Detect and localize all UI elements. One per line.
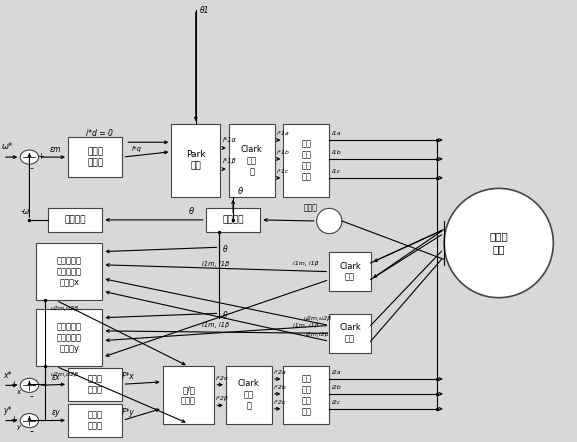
Text: εy: εy bbox=[51, 408, 60, 417]
Text: F*x: F*x bbox=[122, 372, 134, 381]
Text: i*1b: i*1b bbox=[276, 150, 289, 155]
Text: i*1β: i*1β bbox=[223, 158, 237, 164]
Text: 电流
跟踪
型逆
变器: 电流 跟踪 型逆 变器 bbox=[301, 139, 312, 182]
Text: -: - bbox=[30, 391, 33, 401]
Circle shape bbox=[20, 378, 39, 392]
Text: F*y: F*y bbox=[122, 408, 134, 417]
Text: i2b: i2b bbox=[332, 385, 342, 390]
Text: 位移环
控制器: 位移环 控制器 bbox=[88, 410, 103, 431]
Text: x*: x* bbox=[3, 371, 12, 380]
FancyBboxPatch shape bbox=[36, 243, 102, 300]
Text: i1a: i1a bbox=[332, 131, 342, 136]
Text: 力/电
流转换: 力/电 流转换 bbox=[181, 385, 196, 405]
Text: i*2b: i*2b bbox=[273, 385, 286, 390]
FancyBboxPatch shape bbox=[68, 137, 122, 177]
FancyBboxPatch shape bbox=[163, 366, 215, 424]
Circle shape bbox=[20, 150, 39, 164]
Text: i1b: i1b bbox=[332, 150, 342, 155]
Text: θ: θ bbox=[237, 187, 242, 196]
Text: i1m, i1β: i1m, i1β bbox=[202, 322, 230, 328]
Text: u2m,u2β: u2m,u2β bbox=[51, 372, 79, 377]
FancyBboxPatch shape bbox=[48, 208, 102, 232]
Text: 多核最小二
乘支持向量
机预测x: 多核最小二 乘支持向量 机预测x bbox=[57, 256, 82, 287]
Text: i*2a: i*2a bbox=[273, 370, 286, 375]
FancyBboxPatch shape bbox=[283, 366, 329, 424]
Ellipse shape bbox=[444, 188, 553, 297]
Text: Clark
变换: Clark 变换 bbox=[339, 262, 361, 282]
Text: u2m,u2β: u2m,u2β bbox=[51, 306, 79, 311]
Text: 光码盘: 光码盘 bbox=[304, 203, 318, 212]
Text: -: - bbox=[30, 163, 33, 173]
Text: 角度检测: 角度检测 bbox=[222, 215, 244, 225]
Text: +: + bbox=[10, 415, 17, 424]
Text: i*1c: i*1c bbox=[276, 169, 288, 174]
Text: i*q: i*q bbox=[132, 146, 142, 152]
Text: i*1α: i*1α bbox=[223, 137, 237, 143]
Text: 速度计算: 速度计算 bbox=[65, 215, 86, 225]
FancyBboxPatch shape bbox=[36, 309, 102, 366]
FancyBboxPatch shape bbox=[283, 124, 329, 197]
Text: 多核最小二
乘支持向量
机预测y: 多核最小二 乘支持向量 机预测y bbox=[57, 322, 82, 353]
Circle shape bbox=[20, 414, 39, 428]
Text: i1m, i1β: i1m, i1β bbox=[294, 323, 319, 328]
Text: i*2c: i*2c bbox=[273, 400, 286, 405]
Text: θ: θ bbox=[223, 245, 227, 255]
Text: Clark
逆变
换: Clark 逆变 换 bbox=[238, 379, 260, 411]
Text: -: - bbox=[30, 426, 33, 436]
Text: Clark
逆变
换: Clark 逆变 换 bbox=[241, 145, 263, 176]
Text: i*d = 0: i*d = 0 bbox=[86, 129, 113, 138]
Text: i2m,i2β: i2m,i2β bbox=[306, 332, 329, 337]
FancyBboxPatch shape bbox=[226, 366, 272, 424]
Text: εm: εm bbox=[50, 145, 62, 154]
Text: ω*: ω* bbox=[2, 141, 13, 151]
Text: θ: θ bbox=[223, 312, 227, 320]
FancyBboxPatch shape bbox=[171, 124, 220, 197]
Text: 电流
跟踪
型逆
变器: 电流 跟踪 型逆 变器 bbox=[301, 374, 312, 416]
Text: 无轴承
电机: 无轴承 电机 bbox=[489, 232, 508, 255]
Text: -ω: -ω bbox=[20, 206, 29, 216]
Text: θ: θ bbox=[189, 207, 194, 217]
Text: y: y bbox=[16, 424, 20, 430]
Text: x: x bbox=[16, 389, 20, 395]
FancyBboxPatch shape bbox=[68, 404, 122, 437]
Text: i*1a: i*1a bbox=[276, 131, 289, 136]
Text: 位移环
控制器: 位移环 控制器 bbox=[88, 374, 103, 394]
Text: +: + bbox=[10, 380, 17, 389]
Text: Park
变换: Park 变换 bbox=[186, 150, 205, 171]
FancyBboxPatch shape bbox=[68, 368, 122, 401]
Text: Clark
变换: Clark 变换 bbox=[339, 323, 361, 343]
Text: i*2α: i*2α bbox=[216, 376, 229, 381]
Text: i2c: i2c bbox=[332, 400, 341, 405]
Text: i1c: i1c bbox=[332, 169, 341, 174]
Text: θ1: θ1 bbox=[200, 6, 209, 15]
Text: εx: εx bbox=[51, 373, 60, 382]
Ellipse shape bbox=[317, 208, 342, 234]
Text: y*: y* bbox=[3, 406, 12, 415]
Text: i1m, i1β: i1m, i1β bbox=[294, 261, 319, 266]
FancyBboxPatch shape bbox=[329, 313, 370, 353]
Text: -: - bbox=[12, 151, 16, 161]
FancyBboxPatch shape bbox=[228, 124, 275, 197]
Text: 速度环
控制器: 速度环 控制器 bbox=[87, 147, 103, 167]
Text: i2a: i2a bbox=[332, 370, 342, 375]
Text: i1m, i1β: i1m, i1β bbox=[202, 261, 230, 267]
Text: i*2β: i*2β bbox=[216, 396, 229, 401]
Text: u2m,u2β: u2m,u2β bbox=[304, 316, 332, 321]
FancyBboxPatch shape bbox=[206, 208, 260, 232]
FancyBboxPatch shape bbox=[329, 252, 370, 291]
Text: +: + bbox=[38, 152, 44, 161]
